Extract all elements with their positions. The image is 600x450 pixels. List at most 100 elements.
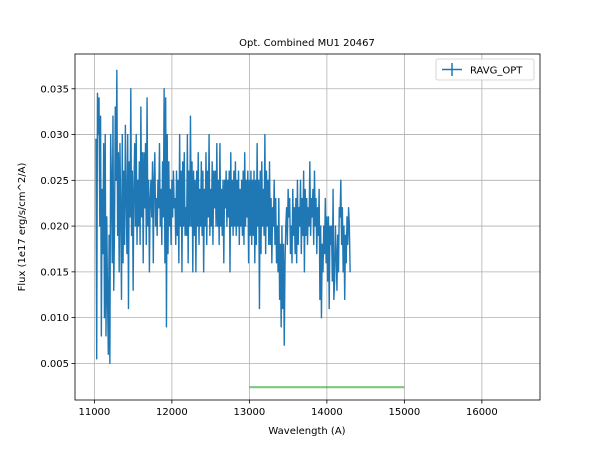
data-point bbox=[155, 225, 157, 227]
data-point bbox=[303, 271, 305, 273]
data-point bbox=[241, 234, 243, 236]
data-point bbox=[279, 243, 281, 245]
data-point bbox=[262, 188, 264, 191]
data-point bbox=[196, 170, 198, 172]
data-point bbox=[206, 170, 209, 172]
legend: RAVG_OPT bbox=[435, 58, 535, 81]
data-point bbox=[99, 115, 102, 117]
data-point bbox=[190, 225, 192, 227]
x-tick-label: 16000 bbox=[466, 407, 498, 418]
data-point bbox=[329, 225, 331, 227]
data-point bbox=[124, 243, 126, 245]
data-point bbox=[97, 133, 99, 136]
data-point bbox=[288, 216, 290, 218]
data-point bbox=[122, 262, 124, 264]
data-point bbox=[286, 243, 288, 245]
data-point bbox=[336, 289, 338, 291]
data-point bbox=[193, 234, 195, 236]
data-point bbox=[201, 234, 203, 236]
data-point bbox=[269, 243, 271, 245]
data-point bbox=[261, 225, 264, 227]
data-point bbox=[128, 161, 130, 163]
data-point bbox=[265, 170, 268, 172]
data-point bbox=[196, 225, 199, 227]
data-point bbox=[234, 161, 237, 163]
data-point bbox=[103, 317, 106, 319]
data-point bbox=[126, 252, 128, 255]
data-point bbox=[220, 188, 223, 191]
data-point bbox=[188, 170, 190, 172]
data-point bbox=[246, 216, 248, 218]
data-point bbox=[96, 92, 99, 94]
data-point bbox=[318, 188, 320, 191]
legend-label-ravg-opt: RAVG_OPT bbox=[470, 66, 523, 77]
x-tick-label: 14000 bbox=[311, 407, 343, 418]
data-point bbox=[212, 243, 214, 245]
data-point bbox=[182, 225, 185, 227]
data-point bbox=[282, 307, 284, 310]
data-point bbox=[266, 225, 268, 227]
data-point bbox=[203, 188, 206, 191]
data-point bbox=[330, 243, 332, 245]
data-point bbox=[300, 252, 302, 255]
data-point bbox=[139, 243, 141, 245]
data-point bbox=[226, 225, 228, 227]
data-point bbox=[268, 243, 270, 245]
data-point bbox=[229, 271, 231, 273]
data-point bbox=[274, 243, 276, 245]
data-point bbox=[296, 179, 299, 181]
data-point bbox=[341, 243, 343, 245]
data-point bbox=[275, 262, 278, 264]
data-point bbox=[182, 161, 184, 163]
data-point bbox=[154, 152, 156, 154]
data-point bbox=[301, 198, 303, 200]
x-axis-label: Wavelength (A) bbox=[268, 426, 345, 437]
data-point bbox=[261, 161, 263, 163]
data-point bbox=[231, 179, 233, 181]
data-point bbox=[257, 225, 259, 227]
data-point bbox=[348, 225, 350, 227]
data-point bbox=[132, 289, 134, 291]
y-axis-ticks: 0.005 0.010 0.015 0.020 0.025 0.030 0.035 bbox=[40, 84, 75, 370]
data-point bbox=[106, 216, 108, 218]
data-point bbox=[203, 271, 205, 273]
data-point bbox=[211, 161, 213, 163]
data-point bbox=[284, 262, 286, 264]
y-tick-label: 0.015 bbox=[40, 267, 69, 278]
data-point bbox=[208, 133, 210, 136]
data-point bbox=[251, 243, 253, 245]
data-point bbox=[137, 225, 140, 227]
data-point bbox=[251, 179, 254, 181]
data-point bbox=[161, 161, 164, 163]
data-point bbox=[299, 225, 301, 227]
data-point bbox=[333, 298, 335, 300]
data-point bbox=[345, 262, 347, 264]
data-point bbox=[213, 207, 216, 209]
data-point bbox=[230, 225, 233, 227]
data-point bbox=[310, 234, 312, 236]
data-point bbox=[162, 216, 164, 218]
data-point bbox=[112, 115, 114, 117]
data-point bbox=[276, 225, 278, 227]
data-point bbox=[258, 307, 261, 310]
data-point bbox=[133, 188, 135, 191]
data-point bbox=[137, 179, 139, 181]
data-point bbox=[200, 161, 202, 163]
data-point bbox=[349, 271, 351, 273]
data-point bbox=[279, 298, 281, 300]
data-point bbox=[344, 234, 347, 236]
data-point bbox=[183, 152, 185, 154]
data-point bbox=[323, 252, 326, 255]
data-point bbox=[320, 225, 322, 227]
data-point bbox=[206, 243, 208, 245]
data-point bbox=[227, 216, 230, 218]
data-point bbox=[143, 152, 145, 154]
data-point bbox=[147, 225, 149, 227]
data-point bbox=[332, 188, 334, 191]
data-point bbox=[95, 138, 97, 140]
data-point bbox=[168, 225, 171, 227]
data-point bbox=[118, 271, 120, 273]
data-point bbox=[347, 243, 349, 245]
data-point bbox=[127, 133, 129, 136]
data-point bbox=[278, 198, 280, 200]
